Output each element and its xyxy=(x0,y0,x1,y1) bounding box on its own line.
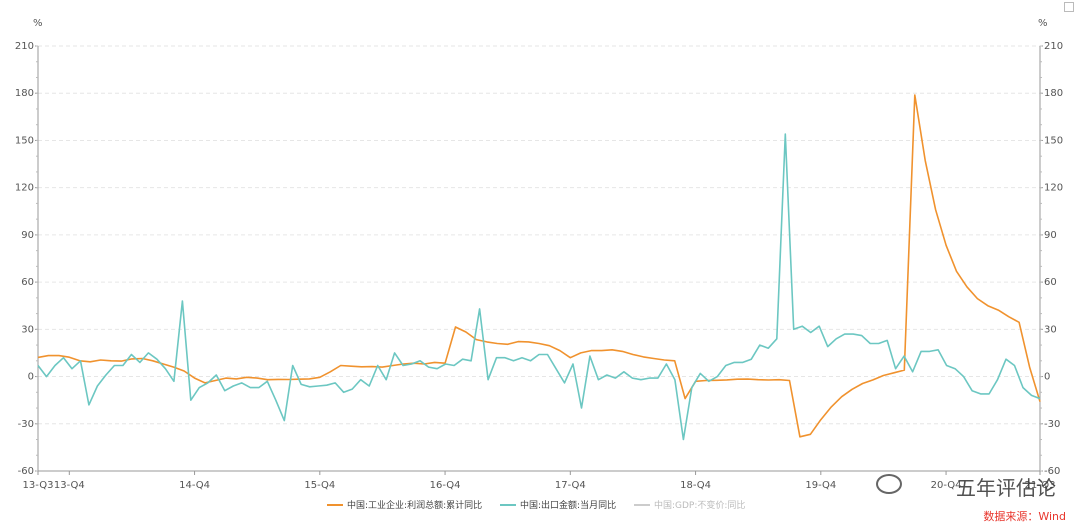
series-line xyxy=(37,94,1041,438)
y-tick-label-right: -30 xyxy=(1044,419,1060,430)
y-tick-label-right: 150 xyxy=(1044,135,1063,146)
y-tick-label-left: 90 xyxy=(21,230,34,241)
y-axis-left-ticks: -60 -30 0 30 60 90 120 150 180 210 xyxy=(15,41,38,477)
y-tick-label-left: 60 xyxy=(21,277,34,288)
y-tick-label-right: 90 xyxy=(1044,230,1057,241)
x-tick-label: 15-Q4 xyxy=(304,480,335,491)
y-tick-label-left: 180 xyxy=(15,88,34,99)
legend[interactable]: 中国:工业企业:利润总额:累计同比 中国:出口金额:当月同比 中国:GDP:不变价:… xyxy=(327,499,745,511)
axes xyxy=(37,46,1041,472)
x-tick-label: 19-Q4 xyxy=(805,480,836,491)
x-tick-label: 17-Q4 xyxy=(555,480,586,491)
y-tick-label-right: 180 xyxy=(1044,88,1063,99)
y-tick-label-left: -30 xyxy=(18,419,34,430)
wechat-icon xyxy=(876,474,902,494)
y-tick-label-right: -60 xyxy=(1044,466,1060,477)
legend-entry[interactable]: 中国:GDP:不变价:同比 xyxy=(654,499,745,511)
grid-lines xyxy=(38,45,1040,472)
legend-entry[interactable]: 中国:工业企业:利润总额:累计同比 xyxy=(347,499,482,511)
x-tick-label: 21-Q3 xyxy=(1025,480,1056,491)
x-tick-label: 13-Q4 xyxy=(54,480,85,491)
y-tick-label-right: 60 xyxy=(1044,277,1057,288)
legend-entry[interactable]: 中国:出口金额:当月同比 xyxy=(520,499,616,511)
y-tick-label-right: 0 xyxy=(1044,372,1050,383)
y-axis-right-unit: % xyxy=(1038,18,1048,29)
y-tick-label-right: 210 xyxy=(1044,41,1063,52)
x-tick-label: 13-Q3 xyxy=(23,480,54,491)
y-tick-label-left: 0 xyxy=(28,372,34,383)
series-line xyxy=(37,133,1041,441)
y-axis-left-unit: % xyxy=(33,18,43,29)
y-tick-label-right: 120 xyxy=(1044,183,1063,194)
y-tick-label-left: 120 xyxy=(15,183,34,194)
y-tick-label-left: 210 xyxy=(15,41,34,52)
source-label: 数据来源：Wind xyxy=(983,510,1066,523)
x-tick-label: 14-Q4 xyxy=(179,480,210,491)
y-tick-label-left: 30 xyxy=(21,324,34,335)
x-tick-label: 20-Q4 xyxy=(931,480,962,491)
x-axis-ticks: 13-Q3 13-Q4 14-Q4 15-Q4 16-Q4 17-Q4 18-Q4 19-Q4… xyxy=(23,471,1056,491)
series-lines xyxy=(37,94,1041,441)
y-tick-label-left: 150 xyxy=(15,135,34,146)
x-tick-label: 16-Q4 xyxy=(430,480,461,491)
export-icon[interactable] xyxy=(1064,2,1074,12)
y-tick-label-right: 30 xyxy=(1044,324,1057,335)
watermark: 五年评估论 xyxy=(956,476,1056,500)
y-axis-right-ticks: -60 -30 0 30 60 90 120 150 180 210 xyxy=(1040,41,1063,477)
x-tick-label: 18-Q4 xyxy=(680,480,711,491)
y-tick-label-left: -60 xyxy=(18,466,34,477)
